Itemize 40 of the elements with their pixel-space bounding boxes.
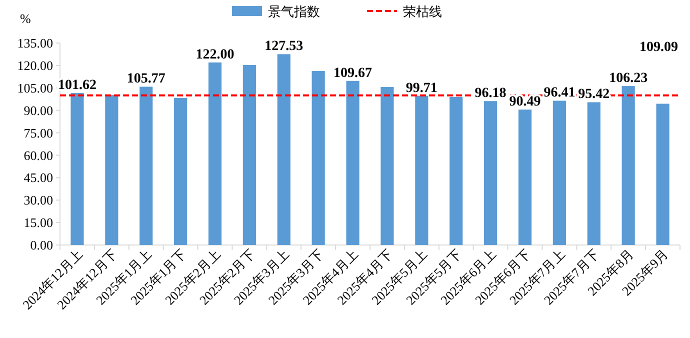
legend-label: 景气指数 bbox=[268, 4, 320, 19]
bar bbox=[622, 86, 635, 245]
bar bbox=[140, 86, 153, 245]
data-label: 109.67 bbox=[334, 66, 372, 81]
legend-label: 荣枯线 bbox=[403, 4, 442, 19]
bar bbox=[242, 64, 256, 245]
data-label: 127.53 bbox=[264, 39, 304, 54]
y-tick-label: 90.00 bbox=[24, 102, 53, 118]
bar bbox=[415, 96, 428, 245]
y-tick-label: 0.00 bbox=[30, 238, 53, 253]
bar bbox=[346, 80, 360, 245]
bar bbox=[277, 54, 290, 245]
data-label: 90.49 bbox=[509, 94, 541, 110]
y-tick-label: 45.00 bbox=[24, 170, 53, 186]
bar bbox=[587, 102, 600, 245]
bar bbox=[105, 95, 118, 245]
bar bbox=[552, 100, 566, 245]
y-tick-label: 15.00 bbox=[24, 215, 53, 230]
bar bbox=[174, 98, 188, 245]
y-tick-label: 135.00 bbox=[17, 36, 53, 51]
y-tick-label: 60.00 bbox=[24, 148, 53, 163]
bar bbox=[656, 104, 670, 245]
bar bbox=[312, 70, 325, 245]
bar bbox=[70, 92, 84, 245]
y-tick-label: 75.00 bbox=[24, 125, 53, 140]
bar bbox=[518, 110, 532, 245]
bar bbox=[450, 97, 463, 245]
bar bbox=[208, 62, 222, 245]
data-label: 101.62 bbox=[58, 78, 96, 93]
y-tick-label: 120.00 bbox=[17, 58, 53, 73]
y-tick-label: 30.00 bbox=[24, 192, 53, 208]
data-label: 122.00 bbox=[196, 47, 234, 62]
y-axis-title: % bbox=[20, 11, 31, 26]
data-label: 99.71 bbox=[406, 80, 438, 96]
y-tick-label: 105.00 bbox=[17, 80, 53, 96]
bar bbox=[484, 101, 498, 245]
data-label: 106.23 bbox=[609, 71, 648, 86]
bar bbox=[380, 86, 394, 245]
data-label: 105.77 bbox=[126, 72, 166, 87]
annotation: 109.09 bbox=[640, 40, 678, 55]
